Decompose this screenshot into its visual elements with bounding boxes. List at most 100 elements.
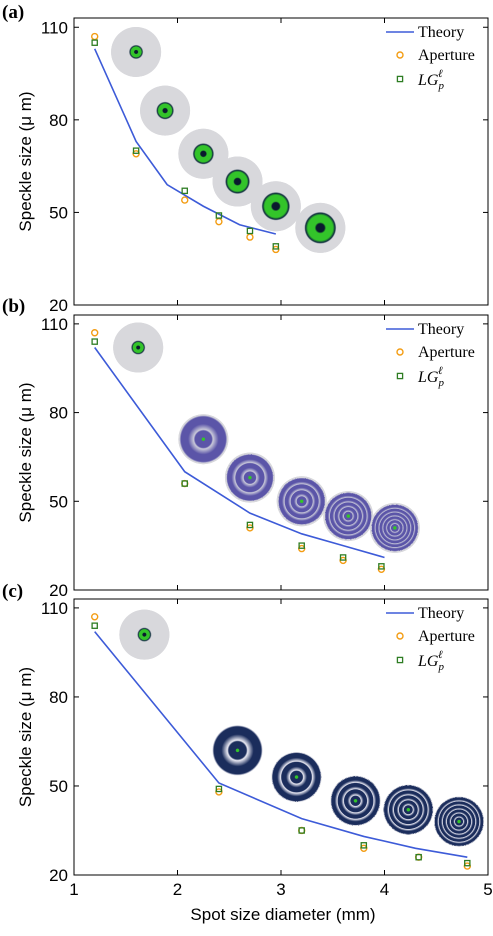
theory-line (93, 48, 277, 235)
y-tick-label: 80 (49, 688, 68, 707)
legend-lg-label: LGpℓ (417, 365, 444, 389)
lg-point (246, 521, 254, 529)
y-tick-label: 20 (49, 866, 68, 885)
aperture-point (90, 613, 99, 621)
x-tick-label: 2 (173, 880, 182, 899)
aperture-point (181, 196, 189, 204)
mode-inset (434, 796, 485, 847)
panel-label: (c) (2, 581, 23, 602)
chart-panel-1: 20 50 80 110 Speckle size (μ m) (a) Theory Aper… (2, 2, 489, 315)
y-tick-label: 80 (49, 404, 68, 423)
legend-lg-swatch (396, 372, 404, 380)
inset-beam-profile (434, 796, 485, 847)
legend: Theory Aperture LGpℓ (386, 321, 475, 389)
lg-point (91, 338, 98, 345)
mode-inset (271, 752, 322, 803)
inset-beam-profile (323, 491, 374, 542)
lg-point (246, 227, 254, 235)
lg-point (464, 859, 471, 867)
theory-line (94, 347, 385, 559)
lg-point (298, 542, 305, 549)
legend-lg-sup: ℓ (438, 68, 443, 80)
inset-beam-profile (295, 202, 346, 253)
legend-theory-label: Theory (418, 321, 464, 338)
y-tick-label: 50 (49, 203, 68, 222)
lg-point (181, 187, 188, 195)
y-axis-label: Speckle size (μ m) (16, 382, 35, 522)
chart-panel-2: 20 50 80 110 Speckle size (μ m) (b) Theory Aper… (2, 296, 489, 600)
y-tick-label: 20 (49, 296, 68, 315)
legend-lg-sub: p (437, 661, 444, 673)
legend-aperture-swatch (396, 632, 404, 640)
x-tick-label: 1 (69, 880, 78, 899)
x-tick-label: 5 (483, 880, 492, 899)
x-tick-label: 3 (276, 880, 285, 899)
inset-beam-profile (113, 322, 164, 373)
mode-inset (330, 775, 381, 826)
mode-inset (224, 452, 275, 503)
panel-label: (b) (2, 296, 25, 317)
y-tick-label: 80 (49, 111, 68, 130)
y-tick-label: 50 (49, 492, 68, 511)
legend-lg-sup: ℓ (438, 365, 443, 377)
aperture-point (90, 32, 99, 41)
y-tick-label: 50 (49, 777, 68, 796)
lg-point (360, 842, 368, 849)
mode-inset (178, 128, 229, 179)
inset-beam-profile (178, 414, 229, 465)
legend-theory-label: Theory (418, 605, 464, 622)
legend-theory-label: Theory (418, 24, 464, 41)
aperture-point (90, 329, 99, 337)
aperture-point (246, 233, 254, 241)
y-axis-label: Speckle size (μ m) (16, 667, 35, 807)
y-tick-label: 110 (41, 599, 68, 618)
legend-aperture-label: Aperture (418, 344, 475, 361)
y-tick-label: 20 (49, 581, 68, 600)
legend-lg-label: LGpℓ (417, 68, 444, 92)
inset-beam-profile (369, 502, 420, 553)
mode-inset (111, 26, 162, 77)
mode-inset (178, 414, 229, 465)
lg-point (181, 480, 188, 487)
legend-aperture-swatch (396, 51, 404, 59)
mode-inset (295, 202, 346, 253)
inset-beam-profile (276, 476, 327, 527)
lg-point (91, 622, 98, 629)
mode-inset (383, 784, 434, 835)
inset-beam-profile (111, 26, 162, 77)
lg-point (132, 147, 140, 154)
inset-beam-profile (212, 156, 263, 207)
lg-point (215, 212, 223, 219)
aperture-point (215, 217, 223, 226)
y-tick-label: 110 (41, 18, 68, 37)
inset-beam-profile (212, 725, 263, 776)
y-axis-label: Speckle size (μ m) (16, 91, 35, 231)
lg-point (298, 827, 305, 834)
lg-point (415, 853, 422, 861)
mode-inset (113, 322, 164, 373)
mode-inset (119, 609, 170, 660)
legend: Theory Aperture LGpℓ (386, 605, 475, 673)
x-tick-label: 4 (380, 880, 389, 899)
mode-inset (276, 476, 327, 527)
lg-point (339, 554, 347, 561)
inset-beam-profile (224, 452, 275, 503)
chart-panel-3: 20 50 80 110 1 2 3 4 5 Spot size diameter (mm) Spe… (2, 581, 493, 924)
legend: Theory Aperture LGpℓ (386, 24, 475, 92)
legend-lg-swatch (396, 656, 404, 664)
legend-lg-sup: ℓ (438, 649, 443, 661)
inset-beam-profile (271, 752, 322, 803)
y-tick-label: 110 (41, 315, 68, 334)
lg-point (91, 39, 98, 46)
mode-inset (250, 181, 301, 232)
inset-beam-profile (330, 775, 381, 826)
mode-inset (140, 85, 191, 136)
x-axis-label: Spot size diameter (mm) (190, 905, 375, 924)
mode-inset (323, 491, 374, 542)
inset-beam-profile (140, 85, 191, 136)
inset-beam-profile (178, 128, 229, 179)
lg-point (215, 785, 223, 793)
theory-line (94, 631, 468, 858)
mode-inset (369, 502, 420, 553)
